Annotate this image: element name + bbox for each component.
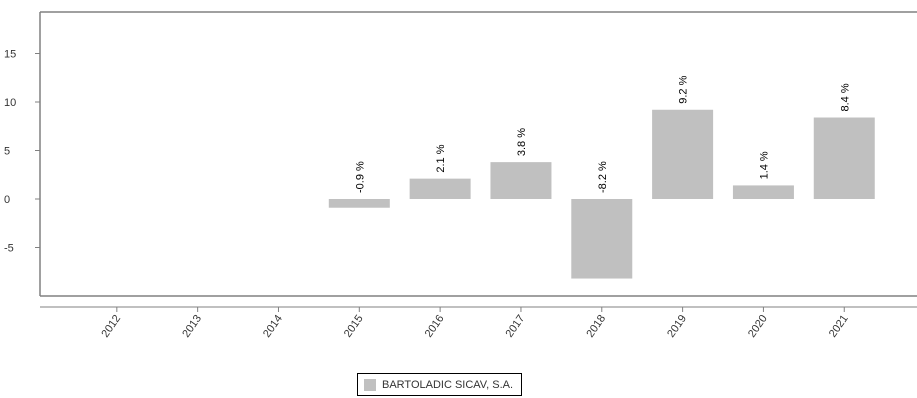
y-tick-label: 0 bbox=[4, 194, 10, 206]
y-tick-label: -5 bbox=[4, 243, 14, 255]
x-axis-ticks: 2012 2013 2014 2015 2016 2017 2018 2019 2020 2021 bbox=[99, 307, 851, 340]
y-axis-ticks: 15 10 5 0 -5 bbox=[4, 49, 40, 255]
bar-value-label: 2.1 % bbox=[435, 144, 447, 172]
legend: BARTOLADIC SICAV, S.A. bbox=[357, 373, 523, 396]
bar-value-label: 8.4 % bbox=[839, 83, 851, 111]
x-tick-label: 2016 bbox=[423, 313, 447, 340]
bar-value-label: 3.8 % bbox=[516, 128, 528, 156]
y-tick-label: 15 bbox=[4, 49, 16, 61]
x-tick-label: 2015 bbox=[342, 313, 366, 340]
bar-value-label: 1.4 % bbox=[758, 151, 770, 179]
y-tick-label: 5 bbox=[4, 146, 10, 158]
x-tick-label: 2021 bbox=[827, 313, 851, 340]
bar bbox=[409, 178, 471, 199]
x-tick-label: 2017 bbox=[504, 313, 528, 340]
axes bbox=[39, 11, 917, 308]
x-tick-label: 2013 bbox=[180, 313, 204, 340]
legend-swatch bbox=[364, 378, 376, 391]
x-tick-label: 2018 bbox=[584, 313, 608, 340]
bar-value-label: 9.2 % bbox=[678, 75, 690, 103]
x-tick-label: 2019 bbox=[665, 313, 689, 340]
bar bbox=[652, 109, 714, 199]
bar-value-labels: -0.9 % 2.1 % 3.8 % -8.2 % 9.2 % 1.4 % 8.4 % bbox=[354, 75, 851, 193]
x-tick-label: 2014 bbox=[261, 313, 285, 340]
y-tick-label: 10 bbox=[4, 97, 16, 109]
bar bbox=[490, 162, 552, 199]
bar bbox=[813, 117, 875, 199]
x-tick-label: 2020 bbox=[746, 313, 770, 340]
bar-value-label: -0.9 % bbox=[354, 161, 366, 193]
bar-value-label: -8.2 % bbox=[597, 161, 609, 193]
x-tick-label: 2012 bbox=[99, 313, 123, 340]
legend-label: BARTOLADIC SICAV, S.A. bbox=[382, 378, 514, 391]
bar bbox=[732, 185, 794, 199]
bar bbox=[328, 199, 390, 208]
bar bbox=[571, 199, 633, 279]
bar-series bbox=[328, 109, 875, 279]
